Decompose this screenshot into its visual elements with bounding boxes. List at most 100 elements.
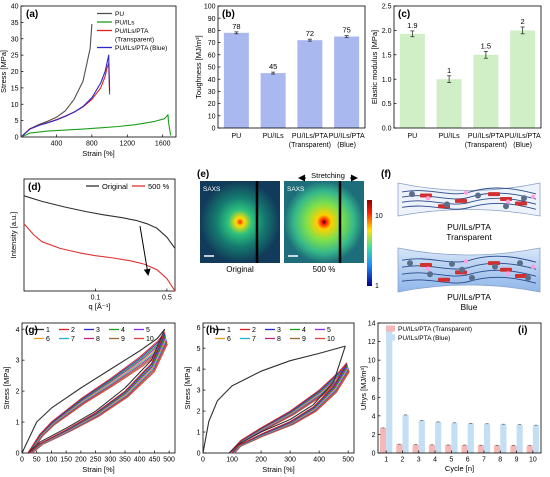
hard-segment: [500, 196, 512, 201]
bar-blue-cycle-7: [483, 423, 491, 453]
y-tick-label: 12: [368, 339, 376, 346]
bar-pu-ils: [436, 79, 462, 128]
stretch-label: Stretching: [311, 171, 345, 180]
legend-label: 2: [252, 327, 256, 334]
panel-g-cyclic-transparent: 0 1 2 3 4 0 50 100 150 200 250 300 350 400 450 500 1 2 3 4 5…: [2, 322, 176, 474]
x-tick-label: 100: [226, 457, 238, 464]
y-tick-label: 10: [11, 102, 19, 109]
x-tick-label: 10: [529, 457, 537, 464]
legend-label: 1: [46, 327, 50, 334]
stretch-label-bg: [306, 171, 350, 180]
x-tick-label: 5: [449, 457, 453, 464]
cycle-1-unload: [27, 328, 166, 454]
y-tick-label: 10: [208, 113, 216, 120]
y-tick-label: 14: [368, 321, 376, 328]
bar-transparent-cycle-5: [445, 445, 452, 453]
y-tick-label: 0.5: [382, 101, 392, 108]
x-category-label: PU/ILs/PTA: [468, 133, 504, 140]
data-label: 78: [232, 22, 240, 31]
y-tick-label: 6: [197, 325, 201, 332]
cycle-2-unload: [29, 332, 166, 454]
data-label: 1.9: [407, 21, 417, 30]
x-tick-label: 9: [515, 457, 519, 464]
series-line-pu-ils-pta-transparent-: [20, 62, 111, 138]
caption-transparent-1: PU/ILs/PTA: [447, 222, 491, 232]
panel-d-saxs-profile: 0.1 0.5 Original 500 % Intensity [a.u.] q [Å⁻…: [9, 178, 176, 311]
colorbar-max: 10: [375, 213, 383, 220]
trend-arrow: [139, 225, 151, 276]
panel-label: (d): [28, 182, 41, 193]
y-axis-title: Stress [MPa]: [2, 367, 11, 410]
bar-blue-cycle-8: [500, 424, 507, 453]
ionic-liquid-dot: [530, 194, 536, 199]
x-category-label: PU: [232, 133, 242, 140]
legend-label: 4: [302, 327, 306, 334]
legend-label: PU/ILs/PTA (Blue): [115, 45, 167, 52]
bar-blue-cycle-9: [516, 424, 523, 453]
legend-label: PU/ILs: [115, 20, 135, 27]
pta-cluster: [459, 266, 465, 273]
bar-blue-cycle-3: [418, 420, 425, 453]
y-tick-label: 0: [197, 451, 201, 458]
y-tick-label: 60: [208, 52, 216, 59]
x-tick-label: 300: [104, 457, 116, 464]
y-tick-label: 1: [16, 420, 20, 427]
x-tick-label: 50: [33, 457, 41, 464]
polymer-chain: [401, 202, 537, 210]
y-tick-label: 2.5: [382, 4, 392, 11]
x-tick-label: 0: [201, 457, 205, 464]
bar-pu-ils-pta-transparent-: [297, 40, 323, 128]
x-tick-label: 0.5: [162, 295, 172, 302]
y-tick-label: 2: [372, 432, 376, 439]
x-tick-label: 6: [466, 457, 470, 464]
x-tick-label: 0: [20, 457, 24, 464]
panel-c-modulus-bars: 1.9 PU 1 PU/ILs 1.5 PU/ILs/PTA (Transparent) 2 P…: [370, 4, 542, 149]
y-tick-label: 35: [11, 20, 19, 27]
legend-label: 7: [71, 336, 75, 343]
y-tick-label: 4: [372, 413, 376, 420]
caption-transparent-2: Transparent: [446, 232, 492, 242]
polymer-chain: [401, 255, 537, 263]
legend-label: 1: [227, 327, 231, 334]
y-tick-label: 1: [197, 430, 201, 437]
pta-cluster: [444, 201, 450, 208]
x-tick-label: 500: [342, 457, 354, 464]
bar-blue-cycle-2: [402, 414, 409, 453]
plot-frame: [20, 5, 177, 138]
legend-label: 6: [227, 336, 231, 343]
y-axis-title: Stress [MPa]: [0, 50, 8, 93]
bar-pu-ils-pta-transparent-: [473, 54, 499, 128]
data-label: 45: [269, 62, 277, 71]
x-tick-label: 200: [255, 457, 267, 464]
cycle-2-unload: [231, 362, 348, 454]
panel-label: (b): [222, 9, 235, 20]
bar-blue-cycle-4: [435, 421, 442, 453]
bar-transparent-cycle-8: [494, 445, 501, 453]
hard-segment: [455, 198, 467, 203]
y-tick-label: 4: [16, 327, 20, 334]
cycle-2-load: [228, 362, 348, 454]
hard-segment: [488, 261, 500, 266]
legend-label: 500 %: [148, 182, 170, 191]
ionic-liquid-dot: [505, 199, 511, 204]
x-category-label: PU/ILs/PTA: [505, 133, 541, 140]
pta-cluster: [449, 260, 455, 267]
bar-pu: [223, 32, 249, 129]
y-tick-label: 6: [372, 395, 376, 402]
ionic-liquid-dot: [425, 195, 431, 201]
x-axis-title: Strain [%]: [262, 465, 295, 474]
x-category-label: (Blue): [337, 142, 356, 149]
y-tick-label: 8: [372, 376, 376, 383]
x-tick-label: 500: [163, 457, 175, 464]
x-axis-title: Strain [%]: [82, 149, 115, 158]
y-tick-label: 0: [212, 126, 216, 133]
panel-e-saxs-images: (e) SAXS SAXS Stretching Original 500 % …: [197, 169, 383, 290]
bar-blue-cycle-10: [532, 425, 540, 453]
data-label: 1.5: [481, 41, 491, 50]
caption-blue-2: Blue: [460, 302, 477, 312]
y-tick-label: 30: [11, 36, 19, 43]
bar-transparent-cycle-7: [477, 445, 484, 453]
legend-label: PU/ILs/PTA: [115, 28, 149, 35]
x-tick-label: 350: [119, 457, 131, 464]
